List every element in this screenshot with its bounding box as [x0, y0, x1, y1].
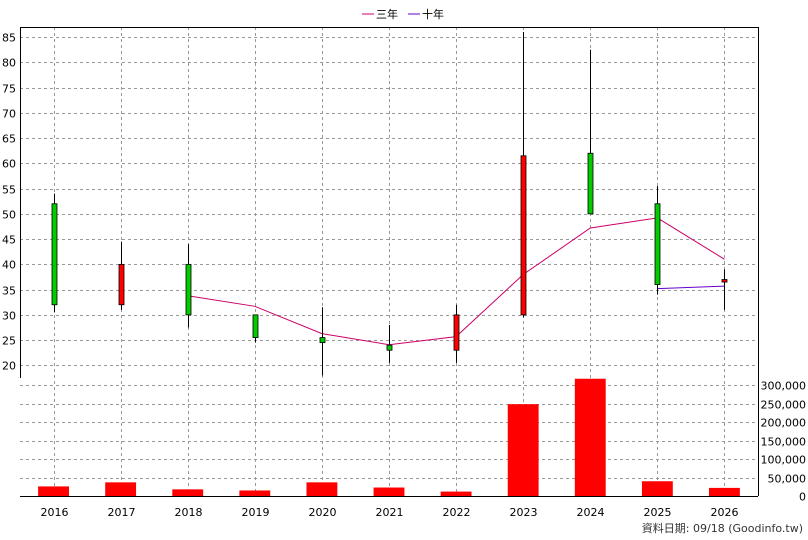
candle-body	[185, 263, 192, 316]
price-tick-label: 50	[2, 209, 16, 222]
volume-bar	[239, 490, 271, 496]
ma-10y-line	[657, 285, 725, 290]
axis-ticks: 2025303540455055606570758085050,000100,0…	[2, 32, 806, 520]
volume-bars	[38, 378, 740, 496]
price-tick-label: 35	[2, 285, 16, 298]
price-tick-label: 25	[2, 335, 16, 348]
candle-body	[721, 279, 728, 283]
volume-bar	[373, 487, 405, 496]
volume-tick-label: 0	[799, 491, 806, 504]
year-tick-label: 2022	[443, 506, 471, 519]
year-tick-label: 2024	[577, 506, 605, 519]
legend-label-10y: 十年	[422, 7, 444, 21]
year-tick-label: 2025	[644, 506, 672, 519]
candle-body	[453, 314, 460, 351]
price-tick-label: 85	[2, 32, 16, 45]
year-tick-label: 2021	[376, 506, 404, 519]
volume-bar	[440, 491, 472, 496]
legend: 三年 十年	[362, 7, 444, 21]
volume-bar	[105, 482, 137, 496]
volume-tick-label: 300,000	[761, 380, 807, 393]
volume-tick-label: 50,000	[768, 473, 807, 486]
volume-bar	[709, 487, 740, 496]
volume-bar	[641, 481, 673, 496]
plot-frame	[20, 27, 759, 497]
candle-body	[319, 337, 326, 344]
volume-bar	[574, 378, 606, 496]
year-tick-label: 2023	[510, 506, 538, 519]
candle-body	[520, 155, 527, 316]
price-tick-label: 75	[2, 83, 16, 96]
price-tick-label: 60	[2, 158, 16, 171]
candlesticks	[51, 32, 728, 376]
year-tick-label: 2026	[711, 506, 739, 519]
candle-body	[386, 344, 393, 351]
year-tick-label: 2018	[175, 506, 203, 519]
legend-label-3y: 三年	[376, 7, 398, 21]
price-tick-label: 20	[2, 360, 16, 373]
data-date-footer: 資料日期: 09/18 (Goodinfo.tw)	[642, 521, 803, 535]
volume-bar	[507, 404, 539, 496]
candle-body	[252, 314, 259, 338]
candle-body	[587, 152, 594, 215]
volume-bar	[38, 486, 69, 496]
price-tick-label: 45	[2, 234, 16, 247]
volume-tick-label: 250,000	[761, 399, 807, 412]
volume-tick-label: 200,000	[761, 417, 807, 430]
volume-tick-label: 100,000	[761, 454, 807, 467]
year-tick-label: 2020	[309, 506, 337, 519]
price-tick-label: 65	[2, 133, 16, 146]
price-tick-label: 55	[2, 184, 16, 197]
price-tick-label: 40	[2, 259, 16, 272]
candle-body	[51, 203, 58, 306]
candle-body	[118, 263, 125, 306]
volume-bar	[306, 482, 338, 496]
year-tick-label: 2016	[41, 506, 69, 519]
year-tick-label: 2019	[242, 506, 270, 519]
price-tick-label: 30	[2, 310, 16, 323]
volume-tick-label: 150,000	[761, 436, 807, 449]
year-tick-label: 2017	[108, 506, 136, 519]
candle-body	[654, 203, 661, 285]
price-tick-label: 70	[2, 108, 16, 121]
price-tick-label: 80	[2, 57, 16, 70]
volume-bar	[172, 489, 204, 496]
grid	[20, 27, 758, 496]
